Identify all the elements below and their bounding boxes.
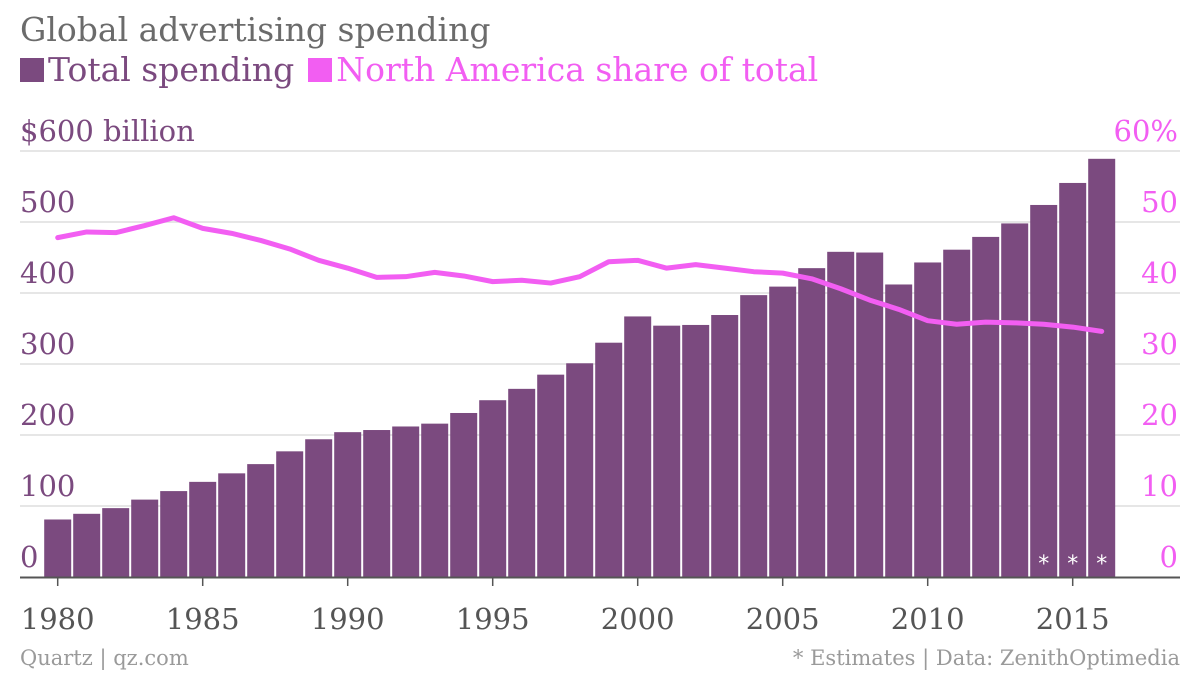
line-north-america-share — [55, 215, 1105, 334]
bar-total-spending — [653, 325, 681, 577]
x-axis-tick-label: 2015 — [1036, 602, 1110, 636]
right-axis-tick-label: 10 — [1141, 469, 1178, 503]
footer-source: Quartz | qz.com — [20, 646, 189, 670]
bar-total-spending — [972, 236, 1000, 577]
right-axis-tick-label: 60% — [1114, 114, 1178, 148]
estimate-asterisk: * — [1038, 552, 1049, 577]
bar-total-spending — [1030, 204, 1058, 577]
left-axis-tick-label: 500 — [20, 185, 75, 219]
bar-total-spending — [44, 519, 72, 577]
x-axis-tick-label: 1980 — [21, 602, 95, 636]
right-axis-ticks: 0 10 20 30 40 50 60% — [1114, 114, 1178, 574]
bar-total-spending — [131, 499, 159, 577]
footer-note: * Estimates | Data: ZenithOptimedia — [792, 646, 1180, 670]
bar-total-spending — [798, 268, 826, 577]
legend-swatch-north-america-share — [308, 57, 333, 82]
bar-total-spending — [769, 286, 797, 577]
legend-item-north-america-share: North America share of total — [308, 50, 818, 89]
legend-swatch-total-spending — [20, 57, 44, 82]
estimate-asterisk: * — [1096, 552, 1107, 577]
left-axis-tick-label: 100 — [20, 469, 75, 503]
x-axis-tick-label: 2010 — [891, 602, 965, 636]
left-axis-tick-label: 300 — [20, 327, 75, 361]
chart-title: Global advertising spending — [20, 10, 491, 49]
bar-total-spending — [624, 316, 652, 577]
x-axis-ticks: 1980 1985 1990 1995 2000 2005 2010 2015 — [21, 577, 1110, 636]
left-axis-tick-label: 200 — [20, 398, 75, 432]
bar-total-spending — [595, 342, 623, 577]
bar-total-spending — [218, 473, 246, 577]
left-axis-tick-label: 400 — [20, 256, 75, 290]
estimate-asterisk: * — [1067, 552, 1078, 577]
bar-total-spending — [276, 451, 304, 577]
x-axis-tick-label: 2000 — [601, 602, 675, 636]
left-axis-tick-label: $600 billion — [20, 114, 195, 148]
line-north-america-share-path — [55, 215, 1105, 334]
legend-label-total-spending: Total spending — [48, 50, 295, 89]
x-axis-tick-label: 1985 — [166, 602, 240, 636]
right-axis-tick-label: 40 — [1141, 256, 1178, 290]
right-axis-tick-label: 30 — [1141, 327, 1178, 361]
x-axis-tick-label: 1995 — [456, 602, 530, 636]
bar-total-spending — [247, 464, 275, 577]
bar-total-spending — [102, 508, 130, 577]
bar-total-spending — [189, 481, 217, 577]
right-axis-tick-label: 20 — [1141, 398, 1178, 432]
bar-total-spending — [450, 412, 478, 577]
bar-total-spending — [392, 426, 420, 577]
bar-total-spending — [566, 363, 594, 577]
bar-total-spending — [363, 430, 391, 577]
left-axis-ticks: 0 100 200 300 400 500 $600 billion — [20, 114, 195, 574]
bars-total-spending — [44, 158, 1116, 578]
bar-total-spending — [305, 439, 333, 577]
bar-total-spending — [421, 423, 449, 577]
bar-total-spending — [73, 513, 101, 577]
bar-total-spending — [1088, 158, 1116, 577]
legend-item-total-spending: Total spending — [20, 50, 294, 89]
bar-total-spending — [1001, 223, 1029, 578]
bar-total-spending — [711, 315, 739, 577]
bar-total-spending — [827, 251, 855, 577]
bar-total-spending — [856, 252, 884, 577]
estimate-markers: * * * — [1038, 552, 1107, 577]
x-axis-tick-label: 2005 — [746, 602, 820, 636]
bar-total-spending — [885, 284, 913, 577]
legend-label-north-america-share: North America share of total — [336, 50, 819, 89]
bar-total-spending — [537, 374, 565, 577]
bar-total-spending — [682, 324, 710, 577]
x-axis-tick-label: 1990 — [311, 602, 385, 636]
bar-total-spending — [508, 388, 536, 577]
legend: Total spending North America share of to… — [20, 50, 832, 89]
bar-total-spending — [740, 295, 768, 577]
bar-total-spending — [334, 432, 362, 577]
bar-total-spending — [914, 262, 942, 577]
right-axis-tick-label: 0 — [1160, 540, 1178, 574]
bar-total-spending — [479, 400, 507, 577]
bar-total-spending — [1059, 182, 1087, 577]
right-axis-tick-label: 50 — [1141, 185, 1178, 219]
left-axis-tick-label: 0 — [20, 540, 38, 574]
bar-total-spending — [943, 249, 971, 577]
bar-total-spending — [160, 491, 188, 577]
